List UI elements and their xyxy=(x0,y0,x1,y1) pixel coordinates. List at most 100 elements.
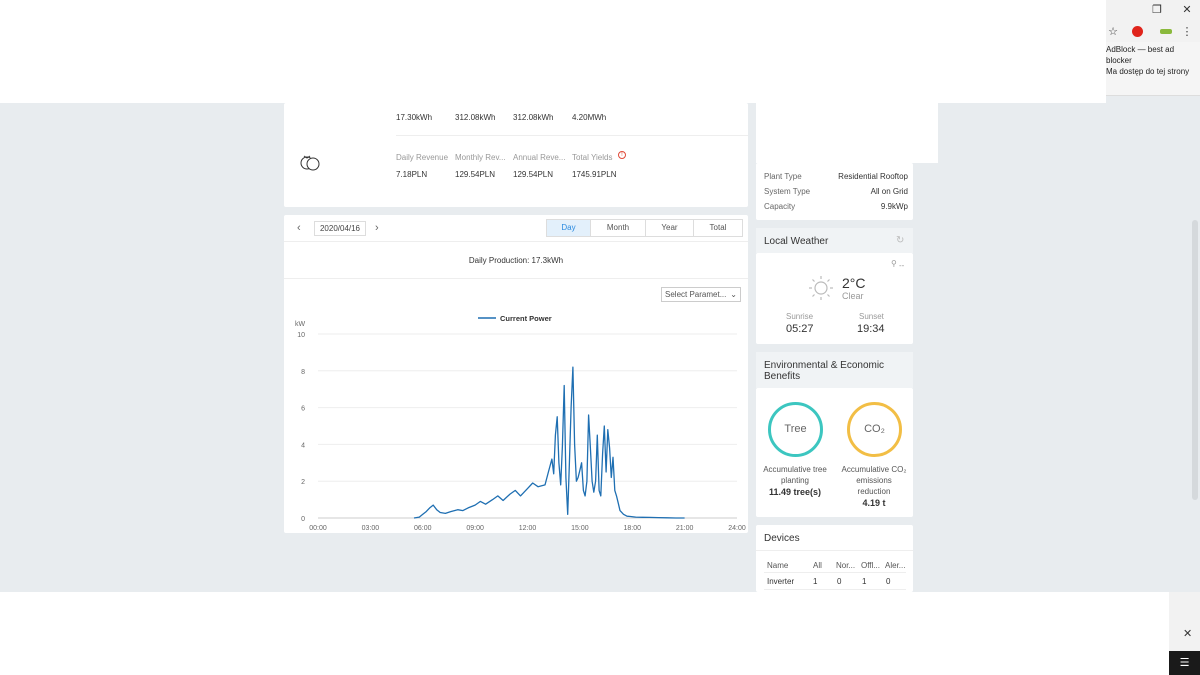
window-close-icon[interactable]: ✕ xyxy=(1182,4,1192,16)
capacity-label: Capacity xyxy=(764,202,796,211)
devices-card xyxy=(756,525,913,592)
close-icon[interactable]: ✕ xyxy=(1183,628,1193,640)
y-tick-label: 0 xyxy=(301,516,305,523)
benefits-title-line1: Environmental & Economic xyxy=(764,360,885,371)
x-tick-label: 00:00 xyxy=(309,525,327,532)
daily-revenue-label: Daily Revenue xyxy=(396,153,449,162)
window-restore-icon[interactable]: ❐ xyxy=(1152,4,1162,16)
stats-divider xyxy=(396,135,748,136)
devices-header-divider xyxy=(764,572,906,573)
notification-icon[interactable]: ☰ xyxy=(1169,651,1200,675)
weather-header xyxy=(756,228,913,253)
devices-header-offline: Offl... xyxy=(861,561,880,570)
chevron-left-icon[interactable]: ‹ xyxy=(297,222,301,234)
sunrise-time: 05:27 xyxy=(786,323,814,335)
device-offline: 1 xyxy=(862,577,867,586)
tab-day[interactable]: Day xyxy=(547,220,591,236)
devices-header-alert: Aler... xyxy=(885,561,906,570)
device-all: 1 xyxy=(813,577,818,586)
tab-year[interactable]: Year xyxy=(646,220,694,236)
opera-icon[interactable] xyxy=(1132,26,1143,37)
select-parameter-label: Select Paramet... xyxy=(665,290,727,299)
x-tick-label: 06:00 xyxy=(414,525,432,532)
device-name[interactable]: Inverter xyxy=(767,577,795,586)
monthly-production-value: 312.08kWh xyxy=(455,113,496,122)
annual-production-value: 312.08kWh xyxy=(513,113,554,122)
info-icon[interactable]: ! xyxy=(618,151,626,159)
weather-title: Local Weather xyxy=(764,236,829,247)
daily-production-summary: Daily Production: 17.3kWh xyxy=(468,256,564,265)
sunset-time: 19:34 xyxy=(857,323,885,335)
location-pin-icon: ⚲ xyxy=(891,259,897,268)
plant-info-card xyxy=(756,163,913,220)
extension-popup-line2: Ma dostęp do tej strony xyxy=(1106,67,1190,76)
tab-total[interactable]: Total xyxy=(709,223,727,232)
coins-icon xyxy=(298,152,322,172)
x-tick-label: 09:00 xyxy=(466,525,484,532)
power-chart: 0 2 4 6 8 10 kW 00:00 03:00 06:00 09:00 12:00 15:00 1… xyxy=(295,314,746,532)
annual-revenue-label: Annual Reve... xyxy=(513,153,566,162)
legend-label: Current Power xyxy=(500,314,552,323)
co2-label-line1: Accumulative CO₂ xyxy=(841,465,907,474)
top-overlay-right xyxy=(1106,0,1200,42)
series-line-current-power xyxy=(413,366,685,519)
plant-type-value: Residential Rooftop xyxy=(838,172,908,181)
tree-value: 11.49 tree(s) xyxy=(768,487,822,497)
chart-card xyxy=(284,215,748,533)
devices-divider xyxy=(756,550,913,551)
tab-month[interactable]: Month xyxy=(591,220,646,236)
system-type-label: System Type xyxy=(764,187,811,196)
select-parameter-dropdown[interactable]: Select Paramet... ⌄ xyxy=(661,287,741,302)
capacity-row: Capacity 9.9kWp xyxy=(764,202,908,211)
sun-icon xyxy=(808,275,834,301)
co2-circle: CO₂ xyxy=(847,402,902,457)
location-value: -- xyxy=(899,261,905,270)
extension-popup: AdBlock — best ad blocker Ma dostęp do t… xyxy=(1106,42,1200,96)
top-right-overlay xyxy=(756,103,938,163)
extension-popup-line1: AdBlock — best ad blocker xyxy=(1106,45,1175,65)
total-yields-label: Total Yields xyxy=(572,153,613,162)
top-overlay xyxy=(0,0,1106,103)
tree-circle: Tree xyxy=(768,402,823,457)
date-picker[interactable]: 2020/04/16 xyxy=(314,221,366,236)
star-icon[interactable]: ☆ xyxy=(1108,26,1118,38)
sunset-label: Sunset xyxy=(859,312,884,321)
chevron-down-icon: ⌄ xyxy=(730,290,737,299)
scrollbar-thumb[interactable] xyxy=(1192,220,1198,500)
weather-condition: Clear xyxy=(842,291,864,301)
co2-value: 4.19 t xyxy=(862,498,886,508)
sunrise-label: Sunrise xyxy=(786,312,814,321)
refresh-icon[interactable]: ↻ xyxy=(896,235,905,246)
x-tick-label: 15:00 xyxy=(571,525,589,532)
monthly-revenue-label: Monthly Rev... xyxy=(455,153,506,162)
x-tick-label: 24:00 xyxy=(728,525,746,532)
y-tick-label: 8 xyxy=(301,369,305,376)
x-tick-label: 21:00 xyxy=(676,525,694,532)
device-normal: 0 xyxy=(837,577,842,586)
plant-type-label: Plant Type xyxy=(764,172,802,181)
toolbar-divider xyxy=(284,241,748,242)
y-tick-label: 10 xyxy=(297,332,305,339)
devices-header-all: All xyxy=(813,561,822,570)
y-axis-label: kW xyxy=(295,321,306,328)
daily-revenue-value: 7.18PLN xyxy=(396,170,428,179)
adblock-extension-icon[interactable] xyxy=(1160,29,1172,34)
system-type-value: All on Grid xyxy=(870,187,908,196)
tree-label-line2: planting xyxy=(780,476,810,485)
monthly-revenue-value: 129.54PLN xyxy=(455,170,496,179)
daily-production-value: 17.30kWh xyxy=(396,113,433,122)
system-type-row: System Type All on Grid xyxy=(764,187,908,196)
devices-row-divider xyxy=(764,589,906,590)
benefits-title-line2: Benefits xyxy=(764,371,801,382)
temperature: 2°C xyxy=(842,275,866,291)
chevron-right-icon[interactable]: › xyxy=(375,222,379,234)
tree-label-line1: Accumulative tree xyxy=(763,465,827,474)
bottom-overlay xyxy=(0,592,1169,675)
devices-header-name: Name xyxy=(767,561,789,570)
weather-card xyxy=(756,253,913,344)
menu-icon[interactable]: ⋮ xyxy=(1181,26,1193,38)
x-tick-label: 03:00 xyxy=(362,525,380,532)
co2-label-line3: reduction xyxy=(857,487,891,496)
stats-card xyxy=(284,103,748,207)
plant-type-row: Plant Type Residential Rooftop xyxy=(764,172,908,181)
